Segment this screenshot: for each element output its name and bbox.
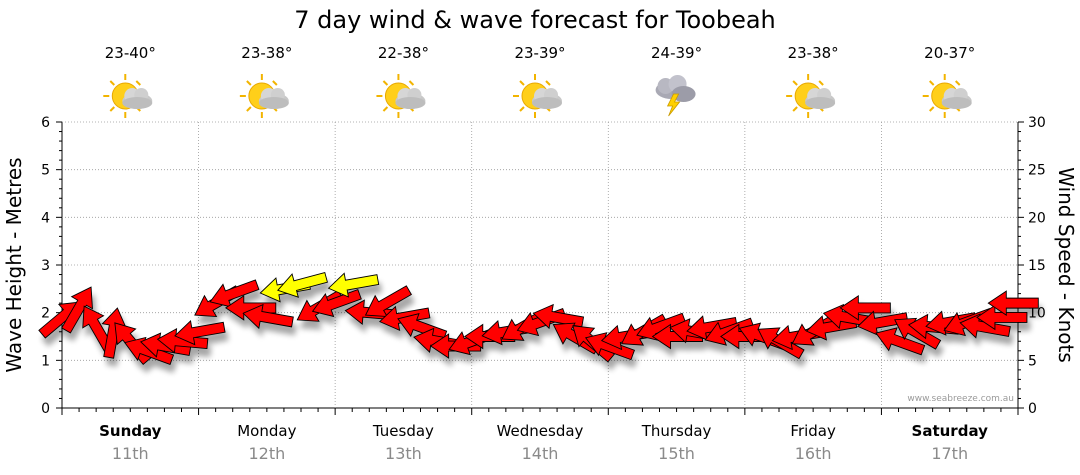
wind-arrow — [277, 271, 328, 298]
day-name: Monday — [237, 422, 296, 440]
chart-title: 7 day wind & wave forecast for Toobeah — [294, 6, 776, 34]
left-tick-label: 1 — [41, 353, 50, 369]
wind-arrow — [894, 317, 942, 350]
sun-cloud-icon — [785, 73, 837, 119]
wind-arrow — [156, 327, 209, 354]
day-temperature: 23-38° — [241, 44, 292, 62]
wind-arrow — [987, 290, 1039, 316]
right-tick-label: 5 — [1028, 353, 1037, 369]
sun-cloud-icon — [375, 73, 427, 119]
right-tick-label: 10 — [1028, 306, 1046, 322]
wind-arrow — [61, 286, 93, 334]
day-date: 15th — [658, 444, 695, 463]
axis-ticks: 0 1 2 3 4 5 6 0 5 10 15 20 25 30 — [41, 115, 1046, 417]
wind-arrow — [209, 279, 260, 308]
day-temperature: 23-40° — [105, 44, 156, 62]
wind-arrow — [327, 272, 380, 298]
wind-arrow — [584, 332, 636, 361]
wind-arrow — [839, 295, 891, 321]
day-name: Saturday — [912, 422, 989, 440]
y-axis-left-title: Wave Height - Metres — [2, 157, 26, 372]
wind-arrow — [532, 303, 585, 330]
left-tick-label: 6 — [41, 115, 50, 131]
day-date: 11th — [112, 444, 149, 463]
left-tick-label: 4 — [41, 210, 50, 226]
daily-temperature-row: 23-40° 23-38° 22-38° 23-39° 24-39° 23-38° 20-3… — [102, 44, 975, 119]
day-name: Tuesday — [372, 422, 434, 440]
y-axis-right-title: Wind Speed - Knots — [1054, 167, 1078, 363]
wind-arrows — [38, 271, 1039, 366]
day-date: 17th — [931, 444, 968, 463]
wind-arrow — [856, 310, 909, 336]
wind-arrow — [364, 285, 412, 318]
day-temperature: 20-37° — [924, 44, 975, 62]
storm-icon — [655, 74, 696, 117]
day-name: Sunday — [99, 422, 162, 440]
left-tick-label: 2 — [41, 306, 50, 322]
day-date: 16th — [795, 444, 832, 463]
sun-cloud-icon — [512, 73, 563, 119]
wind-arrow — [976, 304, 1028, 331]
wind-arrow — [959, 313, 1011, 339]
day-temperature: 23-39° — [514, 44, 565, 62]
grid — [62, 121, 1018, 408]
wind-arrow — [242, 303, 294, 330]
day-temperature: 22-38° — [378, 44, 429, 62]
left-tick-label: 0 — [41, 401, 50, 417]
right-tick-label: 20 — [1028, 210, 1046, 226]
wind-arrow — [311, 288, 362, 318]
wind-arrow — [686, 315, 738, 341]
day-labels: Sunday 11th Monday 12th Tuesday 13th Wednesday… — [99, 422, 988, 463]
right-tick-label: 30 — [1028, 115, 1046, 131]
sun-cloud-icon — [238, 73, 290, 119]
day-temperature: 23-38° — [788, 44, 839, 62]
right-tick-label: 25 — [1028, 163, 1046, 179]
day-temperature: 24-39° — [651, 44, 702, 62]
wind-arrow — [397, 313, 448, 342]
wind-arrow — [174, 320, 226, 346]
right-tick-label: 15 — [1028, 258, 1046, 274]
day-name: Wednesday — [497, 422, 584, 440]
day-name: Thursday — [641, 422, 712, 440]
wind-arrow — [101, 307, 127, 359]
sun-cloud-icon — [102, 73, 154, 119]
wind-arrow — [875, 327, 926, 356]
credit-text: www.seabreeze.com.au — [907, 394, 1014, 404]
right-tick-label: 0 — [1028, 401, 1037, 417]
day-date: 13th — [385, 444, 422, 463]
left-tick-label: 3 — [41, 258, 50, 274]
wind-arrow — [124, 336, 175, 365]
sun-cloud-icon — [921, 73, 973, 119]
day-date: 14th — [522, 444, 559, 463]
day-date: 12th — [248, 444, 285, 463]
left-tick-label: 5 — [41, 163, 50, 179]
day-name: Friday — [790, 422, 836, 440]
